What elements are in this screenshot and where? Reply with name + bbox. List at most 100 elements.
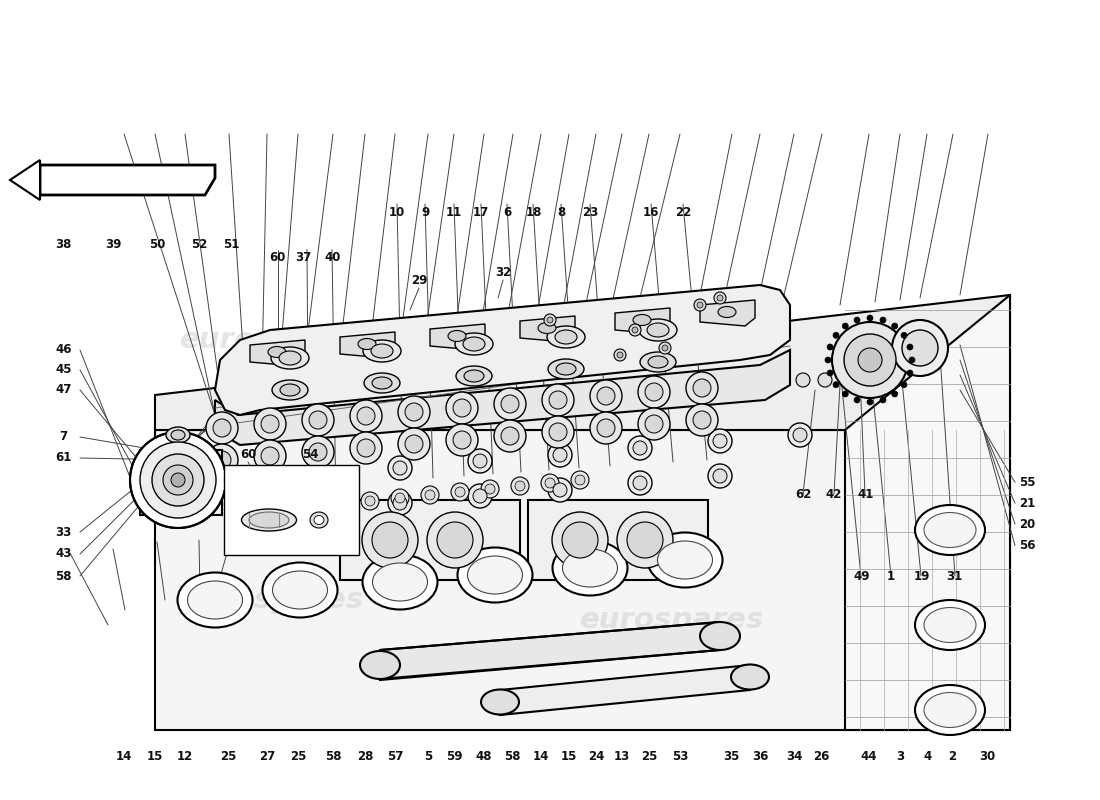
Circle shape — [213, 419, 231, 437]
Text: 14: 14 — [534, 750, 549, 762]
Circle shape — [512, 477, 529, 495]
Circle shape — [832, 322, 908, 398]
Ellipse shape — [272, 380, 308, 400]
Circle shape — [468, 449, 492, 473]
Text: 44: 44 — [860, 750, 878, 762]
Circle shape — [473, 489, 487, 503]
Ellipse shape — [249, 512, 289, 528]
Text: 60: 60 — [240, 449, 256, 462]
Ellipse shape — [556, 330, 578, 344]
Circle shape — [350, 400, 382, 432]
Ellipse shape — [658, 541, 713, 579]
Ellipse shape — [640, 352, 676, 372]
Text: 48: 48 — [475, 750, 493, 762]
Circle shape — [818, 373, 832, 387]
Text: 59: 59 — [447, 750, 462, 762]
Text: 19: 19 — [914, 570, 929, 582]
Ellipse shape — [924, 693, 976, 727]
Circle shape — [301, 498, 319, 516]
Text: 49: 49 — [854, 570, 870, 582]
Text: 7: 7 — [59, 430, 68, 443]
Circle shape — [308, 498, 332, 522]
Circle shape — [686, 404, 718, 436]
Circle shape — [697, 302, 703, 308]
Circle shape — [833, 332, 839, 338]
Ellipse shape — [915, 600, 984, 650]
Circle shape — [892, 323, 898, 329]
Text: 31: 31 — [947, 570, 962, 582]
Circle shape — [549, 423, 566, 441]
Ellipse shape — [271, 347, 309, 369]
Text: 61: 61 — [56, 451, 72, 464]
Circle shape — [833, 382, 839, 388]
Circle shape — [553, 448, 566, 462]
Text: eurospares: eurospares — [580, 606, 764, 634]
Ellipse shape — [310, 512, 328, 528]
Ellipse shape — [468, 556, 522, 594]
Circle shape — [617, 512, 673, 568]
Circle shape — [446, 424, 478, 456]
Text: 32: 32 — [495, 266, 512, 278]
Circle shape — [453, 399, 471, 417]
Circle shape — [867, 315, 873, 321]
Circle shape — [468, 484, 492, 508]
Circle shape — [627, 522, 663, 558]
Circle shape — [552, 512, 608, 568]
Ellipse shape — [924, 607, 976, 642]
Circle shape — [909, 357, 915, 363]
Bar — [155, 430, 1010, 730]
Circle shape — [645, 415, 663, 433]
Ellipse shape — [924, 513, 976, 547]
Ellipse shape — [639, 319, 676, 341]
Circle shape — [843, 323, 848, 329]
Text: 51: 51 — [223, 238, 239, 250]
Ellipse shape — [448, 330, 466, 342]
Text: 5: 5 — [424, 750, 432, 762]
Circle shape — [693, 411, 711, 429]
Polygon shape — [379, 622, 720, 680]
Text: 35: 35 — [724, 750, 739, 762]
Text: 55: 55 — [1020, 476, 1036, 489]
Ellipse shape — [547, 326, 585, 348]
Ellipse shape — [632, 314, 651, 326]
Circle shape — [854, 317, 860, 323]
Circle shape — [327, 507, 343, 523]
Circle shape — [562, 522, 598, 558]
Ellipse shape — [458, 547, 532, 602]
Circle shape — [500, 427, 519, 445]
Circle shape — [541, 474, 559, 492]
Circle shape — [130, 432, 225, 528]
Circle shape — [494, 420, 526, 452]
Circle shape — [575, 475, 585, 485]
Text: 27: 27 — [260, 750, 275, 762]
Circle shape — [152, 454, 204, 506]
Circle shape — [708, 429, 732, 453]
Ellipse shape — [648, 356, 668, 368]
Circle shape — [358, 439, 375, 457]
Circle shape — [544, 314, 556, 326]
Circle shape — [597, 419, 615, 437]
Circle shape — [571, 471, 588, 489]
Circle shape — [617, 352, 623, 358]
Circle shape — [365, 496, 375, 506]
Ellipse shape — [273, 571, 328, 609]
Text: 45: 45 — [55, 363, 73, 376]
Ellipse shape — [732, 665, 769, 690]
Circle shape — [793, 428, 807, 442]
Circle shape — [314, 503, 327, 517]
Circle shape — [170, 473, 185, 487]
Text: 38: 38 — [56, 238, 72, 250]
Ellipse shape — [700, 622, 740, 650]
Circle shape — [395, 493, 405, 503]
Circle shape — [393, 496, 407, 510]
Circle shape — [713, 434, 727, 448]
Text: 36: 36 — [752, 750, 768, 762]
Polygon shape — [615, 308, 670, 334]
Ellipse shape — [464, 370, 484, 382]
Ellipse shape — [360, 651, 400, 679]
Circle shape — [880, 317, 886, 323]
Circle shape — [302, 404, 334, 436]
Polygon shape — [845, 295, 1010, 730]
Circle shape — [614, 349, 626, 361]
Text: 14: 14 — [117, 750, 132, 762]
